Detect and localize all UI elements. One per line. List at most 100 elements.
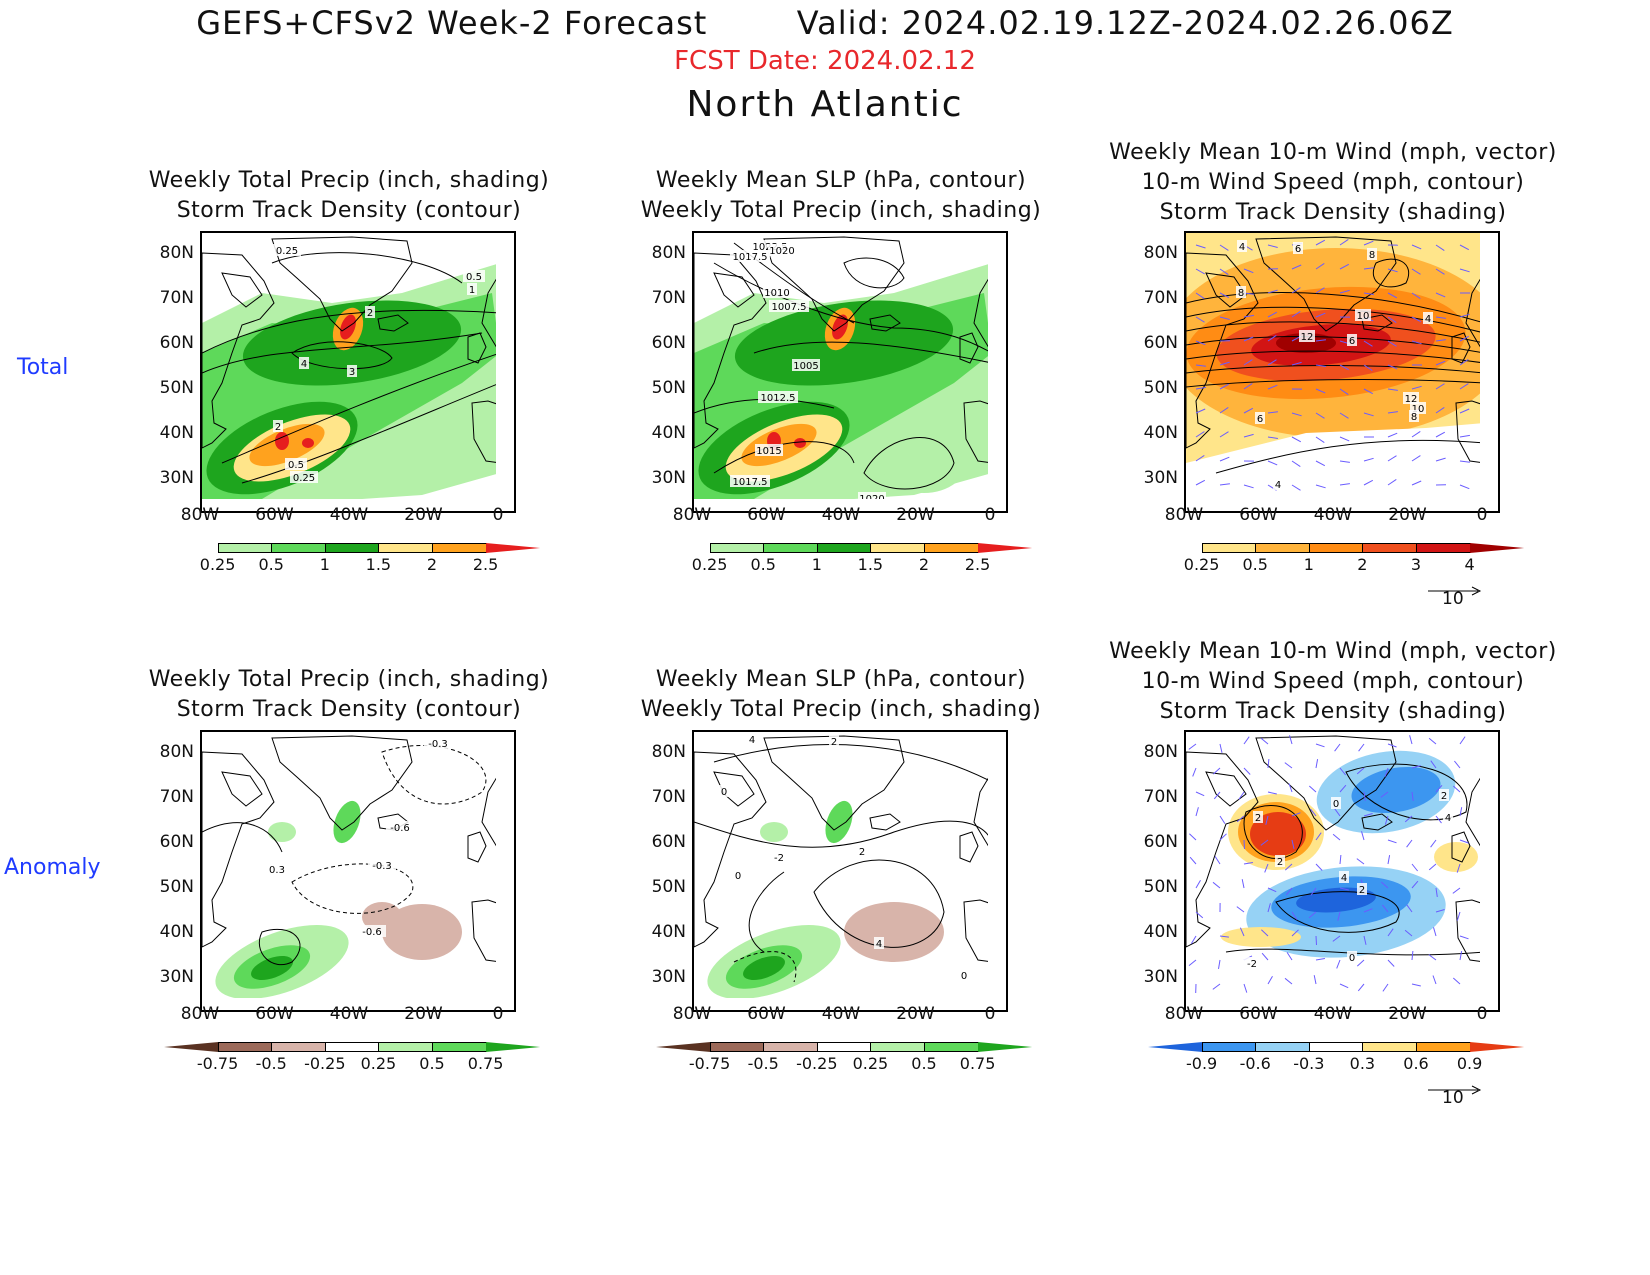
anom_wind-wind-anom-vector bbox=[1315, 743, 1325, 748]
total_wind-wind-vector bbox=[1219, 383, 1230, 390]
lat-label: 70N bbox=[159, 288, 194, 308]
total_precip-contour-label: 3 bbox=[349, 367, 355, 378]
iberia-africa-outline bbox=[1455, 899, 1480, 962]
lon-label: 40W bbox=[329, 505, 369, 525]
total_wind-contour-label: 4 bbox=[1425, 314, 1431, 325]
colorbar-tick-label: -0.6 bbox=[1239, 1054, 1271, 1073]
anom_wind-wind-anom-vector bbox=[1267, 903, 1271, 913]
anom_slp-anom-labrador-green bbox=[760, 822, 788, 842]
total_wind-wind-vector bbox=[1363, 388, 1374, 395]
total_slp-isobar-3 bbox=[753, 341, 988, 363]
scandinavia-outline bbox=[1465, 278, 1480, 348]
colorbar-tick-label: 0.6 bbox=[1403, 1054, 1429, 1073]
lon-label: 60W bbox=[1239, 505, 1278, 525]
total_wind-wind-vector bbox=[1315, 412, 1325, 419]
total_wind-wind-vector bbox=[1243, 382, 1253, 390]
total_wind-wind-vector bbox=[1291, 287, 1301, 294]
anom_wind-wind-anom-vector bbox=[1409, 735, 1413, 745]
total_wind-density-low-south bbox=[1186, 423, 1480, 499]
colorbar-tick-label: 2 bbox=[1357, 555, 1368, 574]
greenland-outline bbox=[1255, 735, 1397, 831]
colorbar-tick-label: 0.75 bbox=[467, 1054, 504, 1073]
north-america-outline bbox=[694, 751, 767, 948]
anom_wind-wind-anom-vector bbox=[1411, 765, 1421, 769]
anom_wind-wind-anom-vector bbox=[1243, 839, 1245, 850]
scandinavia-outline bbox=[973, 278, 988, 348]
lat-label: 30N bbox=[1143, 468, 1178, 488]
panel-title-total_wind: Weekly Mean 10-m Wind (mph, vector) 10-m… bbox=[1109, 140, 1557, 225]
baffin-outline bbox=[221, 272, 263, 308]
anom_wind-wind-anom-vector bbox=[1430, 760, 1437, 769]
total_precip-contour-1 bbox=[202, 309, 496, 354]
colorbar-anom_slp bbox=[656, 1042, 1033, 1052]
anom_wind-wind-anom-vector bbox=[1261, 952, 1269, 961]
total_wind-wind-vector bbox=[1435, 360, 1446, 366]
anom_wind-wind-anom-vector bbox=[1243, 862, 1253, 865]
anom_wind-wind-anom-vector bbox=[1260, 737, 1269, 745]
lon-label: 80W bbox=[1164, 1004, 1204, 1024]
colorbar-swatch bbox=[432, 1042, 487, 1052]
total_wind-wind-vector bbox=[1243, 336, 1254, 342]
fcst-date: FCST Date: 2024.02.12 bbox=[674, 46, 976, 76]
total_precip-contour-label: 2 bbox=[275, 422, 281, 433]
total_wind-wind-vector bbox=[1459, 484, 1470, 490]
anom_wind-wind-anom-vector bbox=[1243, 983, 1248, 993]
colorbar-swatch bbox=[870, 543, 925, 553]
colorbar-total_precip bbox=[164, 543, 541, 553]
anom_precip-dens-contour-neg-1 bbox=[381, 745, 487, 805]
lat-label: 40N bbox=[651, 423, 686, 443]
total_wind-speed-contour-s bbox=[1215, 439, 1480, 474]
total_wind-wind-vector bbox=[1315, 364, 1326, 367]
total_slp-contour-label: 1015 bbox=[756, 446, 781, 457]
colorbar-swatch bbox=[1201, 1042, 1257, 1052]
total_slp-precip-high-dry bbox=[879, 423, 969, 493]
iberia-africa-outline bbox=[471, 400, 496, 463]
anom_slp-contour-label: 4 bbox=[749, 735, 755, 746]
colorbar-tick-label: 2 bbox=[426, 555, 438, 574]
anom_wind-wind-anom-vector bbox=[1459, 839, 1469, 844]
anom_wind-wind-anom-vector bbox=[1241, 879, 1245, 889]
anom_wind-wind-anom-vector bbox=[1363, 908, 1373, 913]
anom_wind-contour-label: 2 bbox=[1441, 791, 1447, 802]
colorbar-tick-label: 4 bbox=[1464, 555, 1475, 574]
colorbar-swatch bbox=[763, 543, 818, 553]
total_precip-contour-label: 1 bbox=[469, 285, 475, 296]
iceland-outline bbox=[869, 813, 901, 831]
total_slp-isobar-5 bbox=[713, 441, 855, 474]
total_wind-wind-vector bbox=[1411, 385, 1422, 390]
anom_wind-contour-label: -2 bbox=[1247, 959, 1257, 970]
map-total_slp: 1022.510201017.510101007.510051012.51015… bbox=[692, 231, 1008, 513]
anom_wind-anom-dens-yellow-e bbox=[1434, 842, 1478, 872]
anom_wind-wind-anom-vector bbox=[1315, 935, 1317, 946]
vector-reference-label: 10 bbox=[1442, 1088, 1464, 1108]
colorbar-tick-label: 0.75 bbox=[959, 1054, 996, 1073]
total_wind-wind-vector bbox=[1339, 412, 1349, 419]
main-title: GEFS+CFSv2 Week-2 Forecast Valid: 2024.0… bbox=[0, 4, 1650, 42]
colorbar-swatch bbox=[485, 543, 541, 553]
total_wind-wind-vector bbox=[1411, 455, 1421, 462]
anom_wind-wind-anom-vector bbox=[1411, 791, 1414, 801]
total_wind-wind-vector bbox=[1195, 244, 1206, 249]
colorbar-tick-label: 0.5 bbox=[1242, 555, 1268, 574]
total_wind-speed-contour-6 bbox=[1186, 379, 1480, 388]
anom_wind-wind-anom-vector bbox=[1339, 983, 1349, 989]
anom_precip-contour-label: -0.6 bbox=[362, 927, 382, 938]
lat-label: 50N bbox=[159, 877, 194, 897]
anom_wind-wind-anom-vector bbox=[1218, 959, 1221, 969]
total_wind-wind-vector bbox=[1267, 244, 1278, 248]
colorbar-swatch bbox=[217, 543, 273, 553]
uk-outline bbox=[959, 332, 979, 364]
anom_wind-wind-anom-vector bbox=[1308, 785, 1317, 793]
colorbar-tick-label: 0.25 bbox=[1183, 555, 1220, 574]
lat-label: 80N bbox=[1143, 243, 1178, 263]
anom_wind-wind-anom-vector bbox=[1411, 863, 1418, 872]
total_wind-contour-label: 8 bbox=[1369, 250, 1375, 261]
anom_wind-wind-anom-vector bbox=[1284, 977, 1293, 985]
iceland-outline bbox=[1361, 813, 1393, 831]
anom_wind-wind-anom-vector bbox=[1243, 736, 1250, 745]
total_wind-wind-vector bbox=[1363, 479, 1374, 486]
total_wind-wind-vector bbox=[1243, 433, 1254, 438]
anom_slp-contour-label: 4 bbox=[876, 939, 882, 950]
anom_wind-wind-anom-vector bbox=[1310, 808, 1317, 817]
anom_wind-wind-anom-vector bbox=[1339, 887, 1349, 891]
